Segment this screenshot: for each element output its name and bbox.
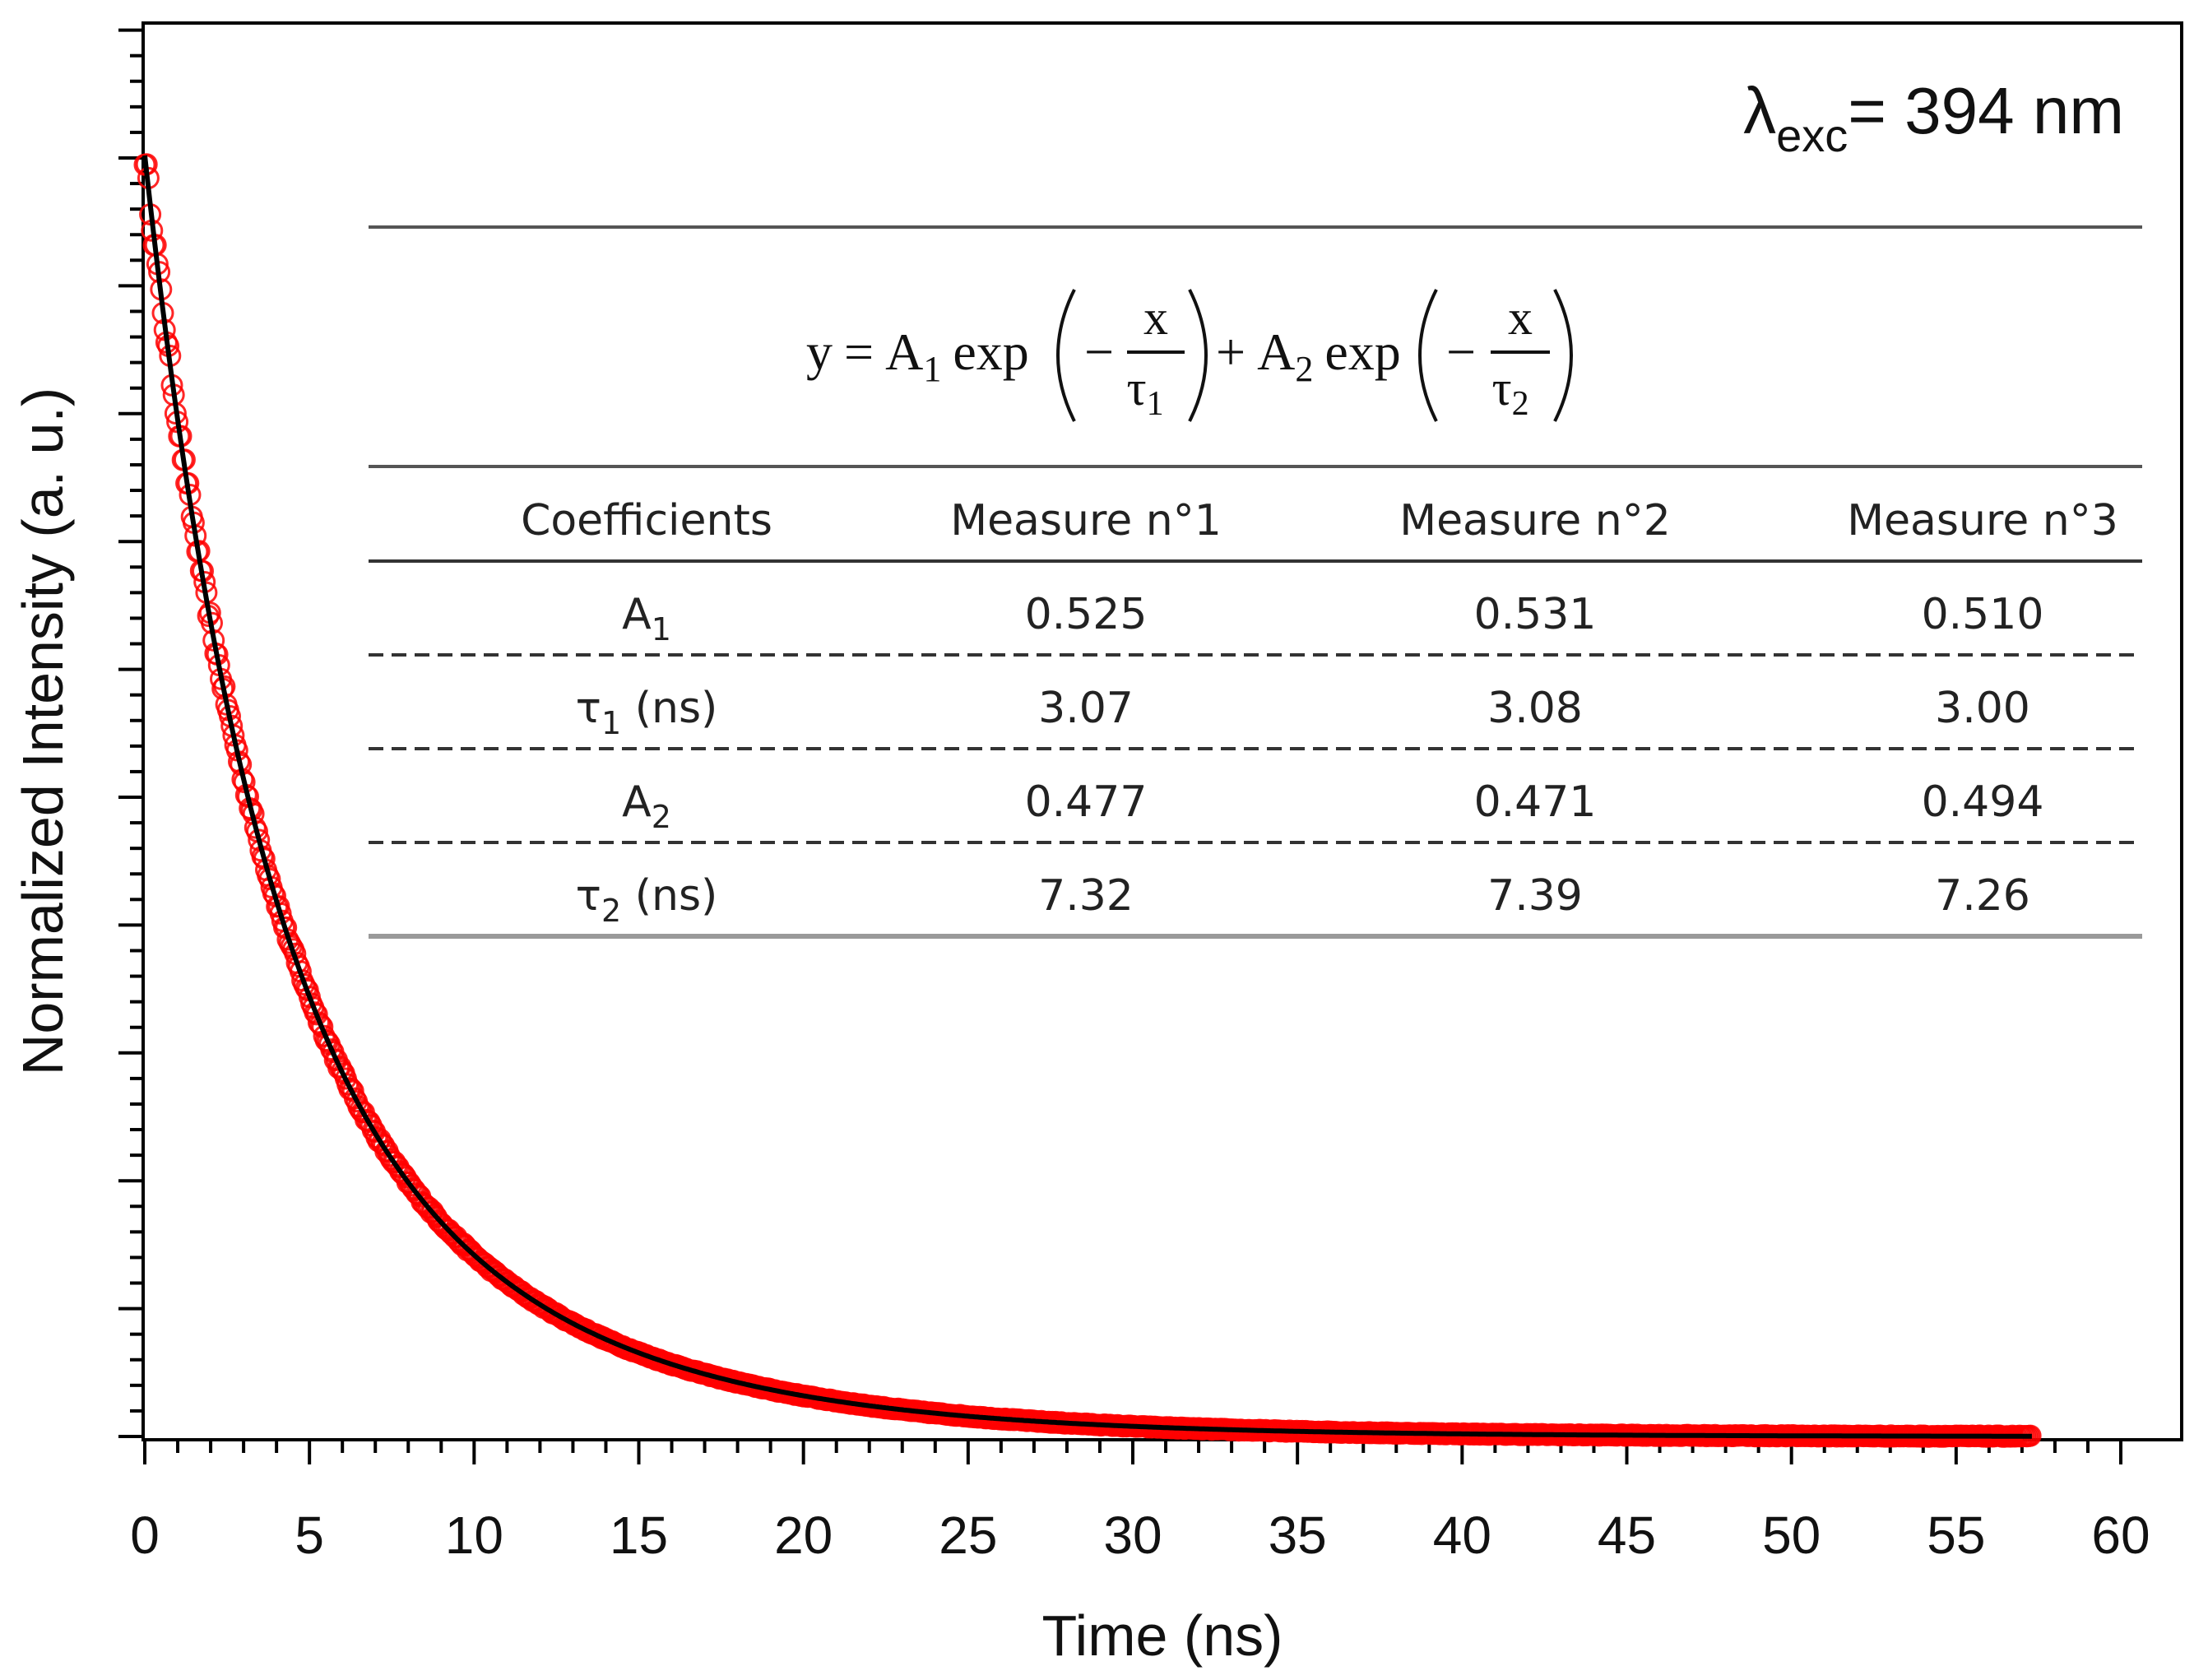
lambda-value: = 394 nm bbox=[1848, 74, 2124, 147]
row-label: A2 bbox=[622, 777, 671, 835]
x-tick-label: 35 bbox=[1269, 1506, 1327, 1565]
table-row: τ2 (ns) 7.32 7.39 7.26 bbox=[576, 871, 2030, 929]
svg-text:x: x bbox=[1143, 290, 1168, 345]
table-cell: 0.510 bbox=[1922, 590, 2044, 639]
table-cell: 0.531 bbox=[1474, 590, 1597, 639]
excitation-annotation: λexc= 394 nm bbox=[1743, 74, 2124, 161]
data-point bbox=[253, 847, 276, 870]
row-label: τ1 (ns) bbox=[576, 684, 718, 741]
x-axis-label: Time (ns) bbox=[1042, 1603, 1283, 1668]
x-tick-label: 20 bbox=[774, 1506, 833, 1565]
table-cell: 0.494 bbox=[1922, 777, 2044, 827]
lambda-symbol: λ bbox=[1743, 74, 1776, 147]
plot-frame bbox=[141, 21, 2183, 1441]
table-cell: 3.08 bbox=[1487, 684, 1583, 733]
data-point bbox=[305, 1003, 328, 1026]
paren-left-2 bbox=[1418, 289, 1438, 422]
header-measure-1: Measure n°1 bbox=[950, 496, 1222, 545]
row-label: τ2 (ns) bbox=[576, 871, 718, 929]
svg-text:−: − bbox=[1084, 323, 1114, 381]
table-cell: 0.477 bbox=[1025, 777, 1148, 827]
table-cell: 7.39 bbox=[1487, 871, 1583, 921]
x-tick-label: 40 bbox=[1433, 1506, 1491, 1565]
paren-left-1 bbox=[1056, 289, 1076, 422]
x-tick-label: 10 bbox=[445, 1506, 503, 1565]
x-tick-label: 60 bbox=[2091, 1506, 2150, 1565]
x-tick-label: 55 bbox=[1927, 1506, 1985, 1565]
table-cell: 0.471 bbox=[1474, 777, 1597, 827]
row-label: A1 bbox=[622, 590, 671, 647]
data-point bbox=[320, 1038, 343, 1061]
lambda-subscript: exc bbox=[1776, 109, 1848, 161]
header-measure-2: Measure n°2 bbox=[1399, 496, 1671, 545]
svg-text:τ2: τ2 bbox=[1491, 361, 1528, 423]
table-header-row: Coefficients Measure n°1 Measure n°2 Mea… bbox=[521, 496, 2118, 545]
table-cell: 3.00 bbox=[1935, 684, 2030, 733]
x-tick-labels: 0 5 10 15 20 25 30 35 40 45 50 55 60 bbox=[130, 1506, 2150, 1565]
axis-ticks bbox=[118, 28, 2122, 1464]
header-coefficients: Coefficients bbox=[521, 496, 772, 545]
x-tick-label: 5 bbox=[295, 1506, 324, 1565]
x-tick-label: 25 bbox=[939, 1506, 997, 1565]
header-measure-3: Measure n°3 bbox=[1847, 496, 2118, 545]
table-cell: 7.26 bbox=[1935, 871, 2030, 921]
y-axis-label: Normalized Intensity (a. u.) bbox=[11, 388, 75, 1075]
svg-text:−: − bbox=[1446, 323, 1476, 381]
x-tick-label: 45 bbox=[1598, 1506, 1656, 1565]
table-cell: 0.525 bbox=[1025, 590, 1148, 639]
table-row: τ1 (ns) 3.07 3.08 3.00 bbox=[576, 684, 2030, 741]
data-point bbox=[304, 1001, 327, 1024]
svg-text:τ1: τ1 bbox=[1126, 361, 1163, 423]
table-row: A2 0.477 0.471 0.494 bbox=[622, 777, 2043, 835]
table-row: A1 0.525 0.531 0.510 bbox=[622, 590, 2043, 647]
x-tick-label: 15 bbox=[610, 1506, 668, 1565]
fit-curve bbox=[142, 155, 2032, 1439]
fit-equation: y = A1 exp − x τ1 + A2 exp − x τ2 bbox=[806, 289, 1573, 423]
paren-right-1 bbox=[1188, 289, 1208, 422]
x-tick-label: 0 bbox=[130, 1506, 160, 1565]
x-tick-label: 30 bbox=[1103, 1506, 1162, 1565]
table-cell: 7.32 bbox=[1038, 871, 1134, 921]
svg-text:x: x bbox=[1508, 290, 1533, 345]
x-tick-label: 50 bbox=[1762, 1506, 1821, 1565]
paren-right-2 bbox=[1553, 289, 1573, 422]
table-cell: 3.07 bbox=[1038, 684, 1134, 733]
